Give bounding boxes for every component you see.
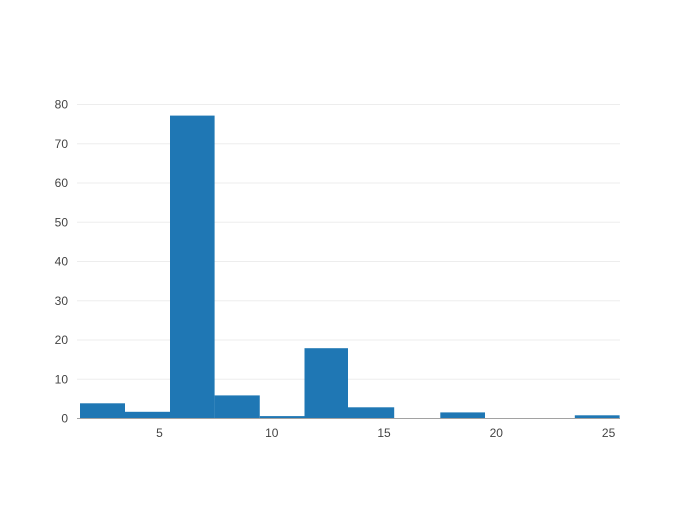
svg-text:70: 70 [55, 137, 69, 151]
svg-text:50: 50 [55, 215, 69, 229]
svg-text:25: 25 [602, 426, 616, 440]
svg-text:10: 10 [55, 372, 69, 386]
svg-text:15: 15 [377, 426, 391, 440]
svg-text:30: 30 [55, 294, 69, 308]
svg-text:20: 20 [55, 333, 69, 347]
svg-text:5: 5 [156, 426, 163, 440]
svg-text:0: 0 [61, 412, 68, 426]
svg-text:20: 20 [490, 426, 504, 440]
svg-text:60: 60 [55, 176, 69, 190]
svg-text:40: 40 [55, 255, 69, 269]
svg-text:80: 80 [55, 98, 69, 112]
svg-text:10: 10 [265, 426, 279, 440]
